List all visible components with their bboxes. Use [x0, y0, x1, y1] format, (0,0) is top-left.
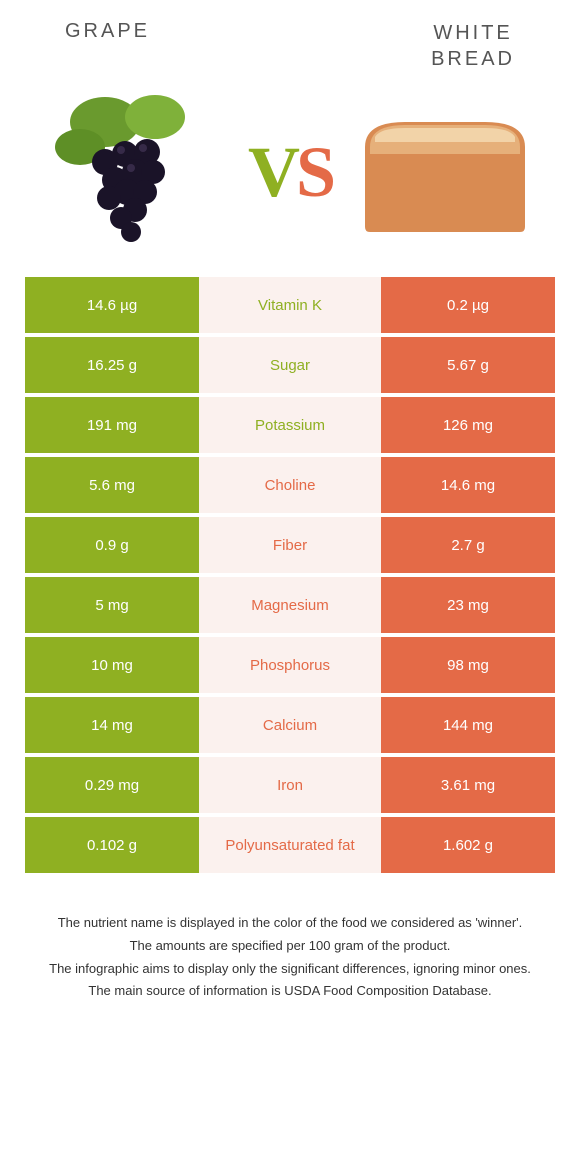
- right-value: 3.61 mg: [381, 757, 555, 813]
- nutrient-row: 5 mgMagnesium23 mg: [25, 577, 555, 633]
- right-value: 14.6 mg: [381, 457, 555, 513]
- footnotes: The nutrient name is displayed in the co…: [25, 913, 555, 1002]
- header: GRAPE WHITE BREAD: [25, 20, 555, 72]
- nutrient-name: Magnesium: [199, 577, 381, 633]
- nutrient-name: Iron: [199, 757, 381, 813]
- left-value: 5.6 mg: [25, 457, 199, 513]
- left-value: 0.9 g: [25, 517, 199, 573]
- nutrient-row: 16.25 gSugar5.67 g: [25, 337, 555, 393]
- nutrient-row: 0.9 gFiber2.7 g: [25, 517, 555, 573]
- grape-image: [35, 92, 235, 252]
- left-food-title: GRAPE: [65, 20, 150, 72]
- nutrient-name: Sugar: [199, 337, 381, 393]
- bread-image: [345, 92, 545, 252]
- nutrient-name: Fiber: [199, 517, 381, 573]
- nutrient-name: Vitamin K: [199, 277, 381, 333]
- left-value: 5 mg: [25, 577, 199, 633]
- nutrient-table: 14.6 µgVitamin K0.2 µg16.25 gSugar5.67 g…: [25, 277, 555, 873]
- right-value: 98 mg: [381, 637, 555, 693]
- footnote-line: The nutrient name is displayed in the co…: [35, 913, 545, 934]
- footnote-line: The main source of information is USDA F…: [35, 981, 545, 1002]
- left-value: 191 mg: [25, 397, 199, 453]
- footnote-line: The infographic aims to display only the…: [35, 959, 545, 980]
- right-title-line2: BREAD: [431, 48, 515, 70]
- hero-row: VS: [25, 82, 555, 262]
- left-value: 16.25 g: [25, 337, 199, 393]
- left-value: 10 mg: [25, 637, 199, 693]
- right-food-title: WHITE BREAD: [431, 20, 515, 72]
- left-value: 14 mg: [25, 697, 199, 753]
- nutrient-row: 0.102 gPolyunsaturated fat1.602 g: [25, 817, 555, 873]
- right-title-line1: WHITE: [433, 22, 512, 44]
- footnote-line: The amounts are specified per 100 gram o…: [35, 936, 545, 957]
- nutrient-name: Phosphorus: [199, 637, 381, 693]
- right-value: 0.2 µg: [381, 277, 555, 333]
- nutrient-row: 0.29 mgIron3.61 mg: [25, 757, 555, 813]
- right-value: 126 mg: [381, 397, 555, 453]
- right-value: 23 mg: [381, 577, 555, 633]
- nutrient-name: Potassium: [199, 397, 381, 453]
- left-value: 0.102 g: [25, 817, 199, 873]
- right-value: 5.67 g: [381, 337, 555, 393]
- nutrient-row: 191 mgPotassium126 mg: [25, 397, 555, 453]
- vs-label: VS: [248, 131, 332, 214]
- nutrient-row: 14 mgCalcium144 mg: [25, 697, 555, 753]
- right-value: 1.602 g: [381, 817, 555, 873]
- vs-v: V: [248, 132, 296, 212]
- nutrient-row: 5.6 mgCholine14.6 mg: [25, 457, 555, 513]
- nutrient-name: Calcium: [199, 697, 381, 753]
- left-value: 14.6 µg: [25, 277, 199, 333]
- nutrient-name: Polyunsaturated fat: [199, 817, 381, 873]
- right-value: 2.7 g: [381, 517, 555, 573]
- right-value: 144 mg: [381, 697, 555, 753]
- nutrient-name: Choline: [199, 457, 381, 513]
- nutrient-row: 14.6 µgVitamin K0.2 µg: [25, 277, 555, 333]
- left-value: 0.29 mg: [25, 757, 199, 813]
- vs-s: S: [296, 132, 332, 212]
- nutrient-row: 10 mgPhosphorus98 mg: [25, 637, 555, 693]
